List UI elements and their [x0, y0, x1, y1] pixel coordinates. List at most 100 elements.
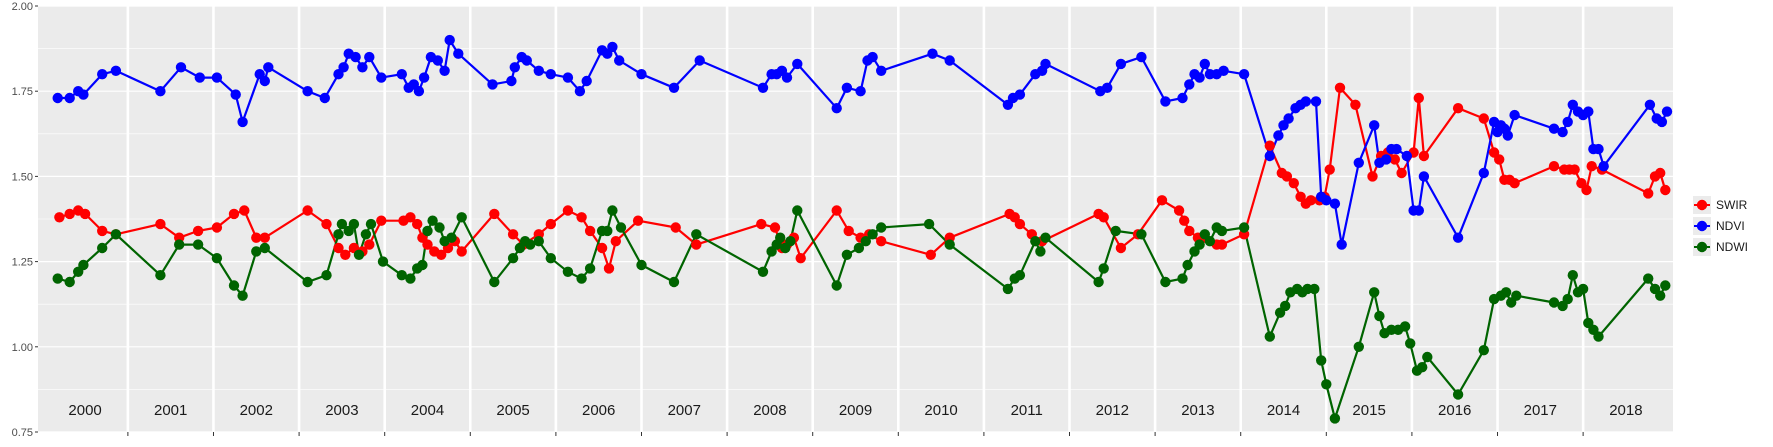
data-point-swir: [239, 205, 250, 216]
data-point-swir: [795, 253, 806, 264]
data-point-ndwi: [1110, 225, 1121, 237]
data-point-swir: [1581, 184, 1592, 196]
data-point-ndwi: [377, 256, 389, 267]
data-point-swir: [412, 218, 423, 230]
data-point-ndvi: [1336, 239, 1347, 250]
data-point-ndwi: [1321, 379, 1332, 390]
data-point-ndvi: [319, 92, 330, 104]
data-point-ndwi: [1014, 270, 1026, 281]
data-point-swir: [1660, 184, 1671, 196]
data-point-ndvi: [831, 103, 842, 114]
data-point-ndvi: [841, 82, 853, 94]
data-point-ndvi: [211, 72, 223, 83]
data-point-ndwi: [1316, 355, 1327, 366]
data-point-swir: [1367, 171, 1378, 182]
data-point-ndvi: [1557, 126, 1568, 138]
data-point-ndvi: [1644, 99, 1656, 111]
data-point-ndwi: [860, 236, 871, 247]
data-point-swir: [1179, 215, 1190, 226]
data-point-ndwi: [353, 249, 365, 260]
y-tick-label: 1.75: [12, 86, 33, 98]
data-point-ndvi: [757, 82, 769, 94]
data-point-ndwi: [434, 222, 445, 233]
data-point-ndwi: [259, 242, 270, 254]
data-point-ndwi: [636, 259, 647, 271]
data-point-ndwi: [1204, 236, 1216, 247]
data-point-ndvi: [636, 69, 647, 80]
data-point-swir: [670, 222, 681, 233]
data-point-ndwi: [831, 280, 842, 291]
data-point-ndwi: [64, 276, 75, 288]
data-point-ndvi: [1194, 72, 1205, 83]
data-point-swir: [1173, 205, 1185, 216]
data-point-ndwi: [456, 212, 467, 223]
data-point-swir: [251, 232, 262, 243]
data-point-ndvi: [1548, 123, 1560, 134]
data-point-swir: [456, 246, 467, 257]
data-point-swir: [1334, 82, 1346, 94]
data-point-ndwi: [1643, 273, 1654, 284]
year-labels: 2000 2001 2002 2003 2004 2005 2006 2007 2008 2009…: [68, 402, 1642, 419]
data-point-ndvi: [781, 72, 793, 83]
data-point-swir: [1389, 154, 1401, 165]
data-point-ndvi: [1509, 109, 1520, 121]
data-point-ndvi: [396, 69, 407, 80]
data-point-ndvi: [614, 55, 625, 66]
data-point-ndwi: [1030, 236, 1041, 247]
data-point-ndwi: [396, 270, 407, 281]
year-label: 2002: [240, 402, 273, 419]
data-point-ndwi: [446, 232, 457, 243]
year-label: 2001: [154, 402, 187, 419]
data-point-ndwi: [1309, 283, 1320, 295]
legend: SWIR NDVI NDWI: [1693, 196, 1748, 256]
data-point-ndwi: [1374, 310, 1385, 322]
data-point-ndwi: [1035, 246, 1046, 257]
data-point-swir: [1655, 167, 1666, 179]
data-point-swir: [1216, 239, 1228, 250]
data-point-ndvi: [792, 58, 803, 70]
data-point-ndwi: [228, 280, 240, 291]
data-point-swir: [405, 212, 416, 223]
data-point-ndvi: [927, 48, 938, 59]
data-point-swir: [1569, 164, 1580, 175]
data-point-ndwi: [1417, 362, 1428, 373]
data-point-swir: [228, 208, 240, 220]
year-label: 2008: [753, 402, 786, 419]
data-point-swir: [1281, 171, 1293, 182]
data-point-ndvi: [338, 62, 349, 73]
data-point-ndwi: [427, 215, 438, 226]
data-point-ndvi: [1264, 150, 1276, 162]
data-point-swir: [1643, 188, 1654, 199]
data-point-ndvi: [1353, 157, 1365, 168]
data-point-ndwi: [1399, 321, 1411, 332]
data-point-swir: [302, 205, 313, 216]
year-label: 2009: [839, 402, 872, 419]
data-point-ndwi: [1216, 225, 1228, 237]
data-point-ndvi: [432, 55, 443, 66]
y-tick-label: 1.50: [12, 171, 33, 183]
data-point-ndwi: [97, 242, 108, 254]
y-tick-label: 0.75: [12, 427, 33, 439]
data-point-ndvi: [357, 62, 368, 73]
data-point-ndwi: [321, 270, 332, 281]
data-point-swir: [211, 222, 223, 233]
data-point-ndwi: [775, 232, 786, 243]
legend-key-point: [1696, 241, 1708, 253]
data-point-ndvi: [944, 55, 955, 66]
data-point-ndwi: [792, 205, 803, 216]
data-point-ndwi: [1593, 331, 1604, 342]
data-point-swir: [1478, 113, 1490, 124]
data-point-ndwi: [302, 276, 313, 288]
data-point-ndwi: [211, 253, 223, 264]
data-point-ndvi: [876, 65, 887, 77]
data-point-ndvi: [110, 65, 122, 77]
data-point-swir: [1098, 212, 1109, 223]
data-point-swir: [1115, 242, 1127, 254]
data-point-ndvi: [1562, 116, 1573, 128]
data-point-swir: [192, 225, 204, 237]
year-label: 2017: [1524, 402, 1557, 419]
data-point-swir: [376, 215, 387, 226]
data-point-swir: [1305, 195, 1317, 206]
data-point-swir: [1156, 195, 1168, 206]
data-point-ndvi: [1218, 65, 1229, 77]
